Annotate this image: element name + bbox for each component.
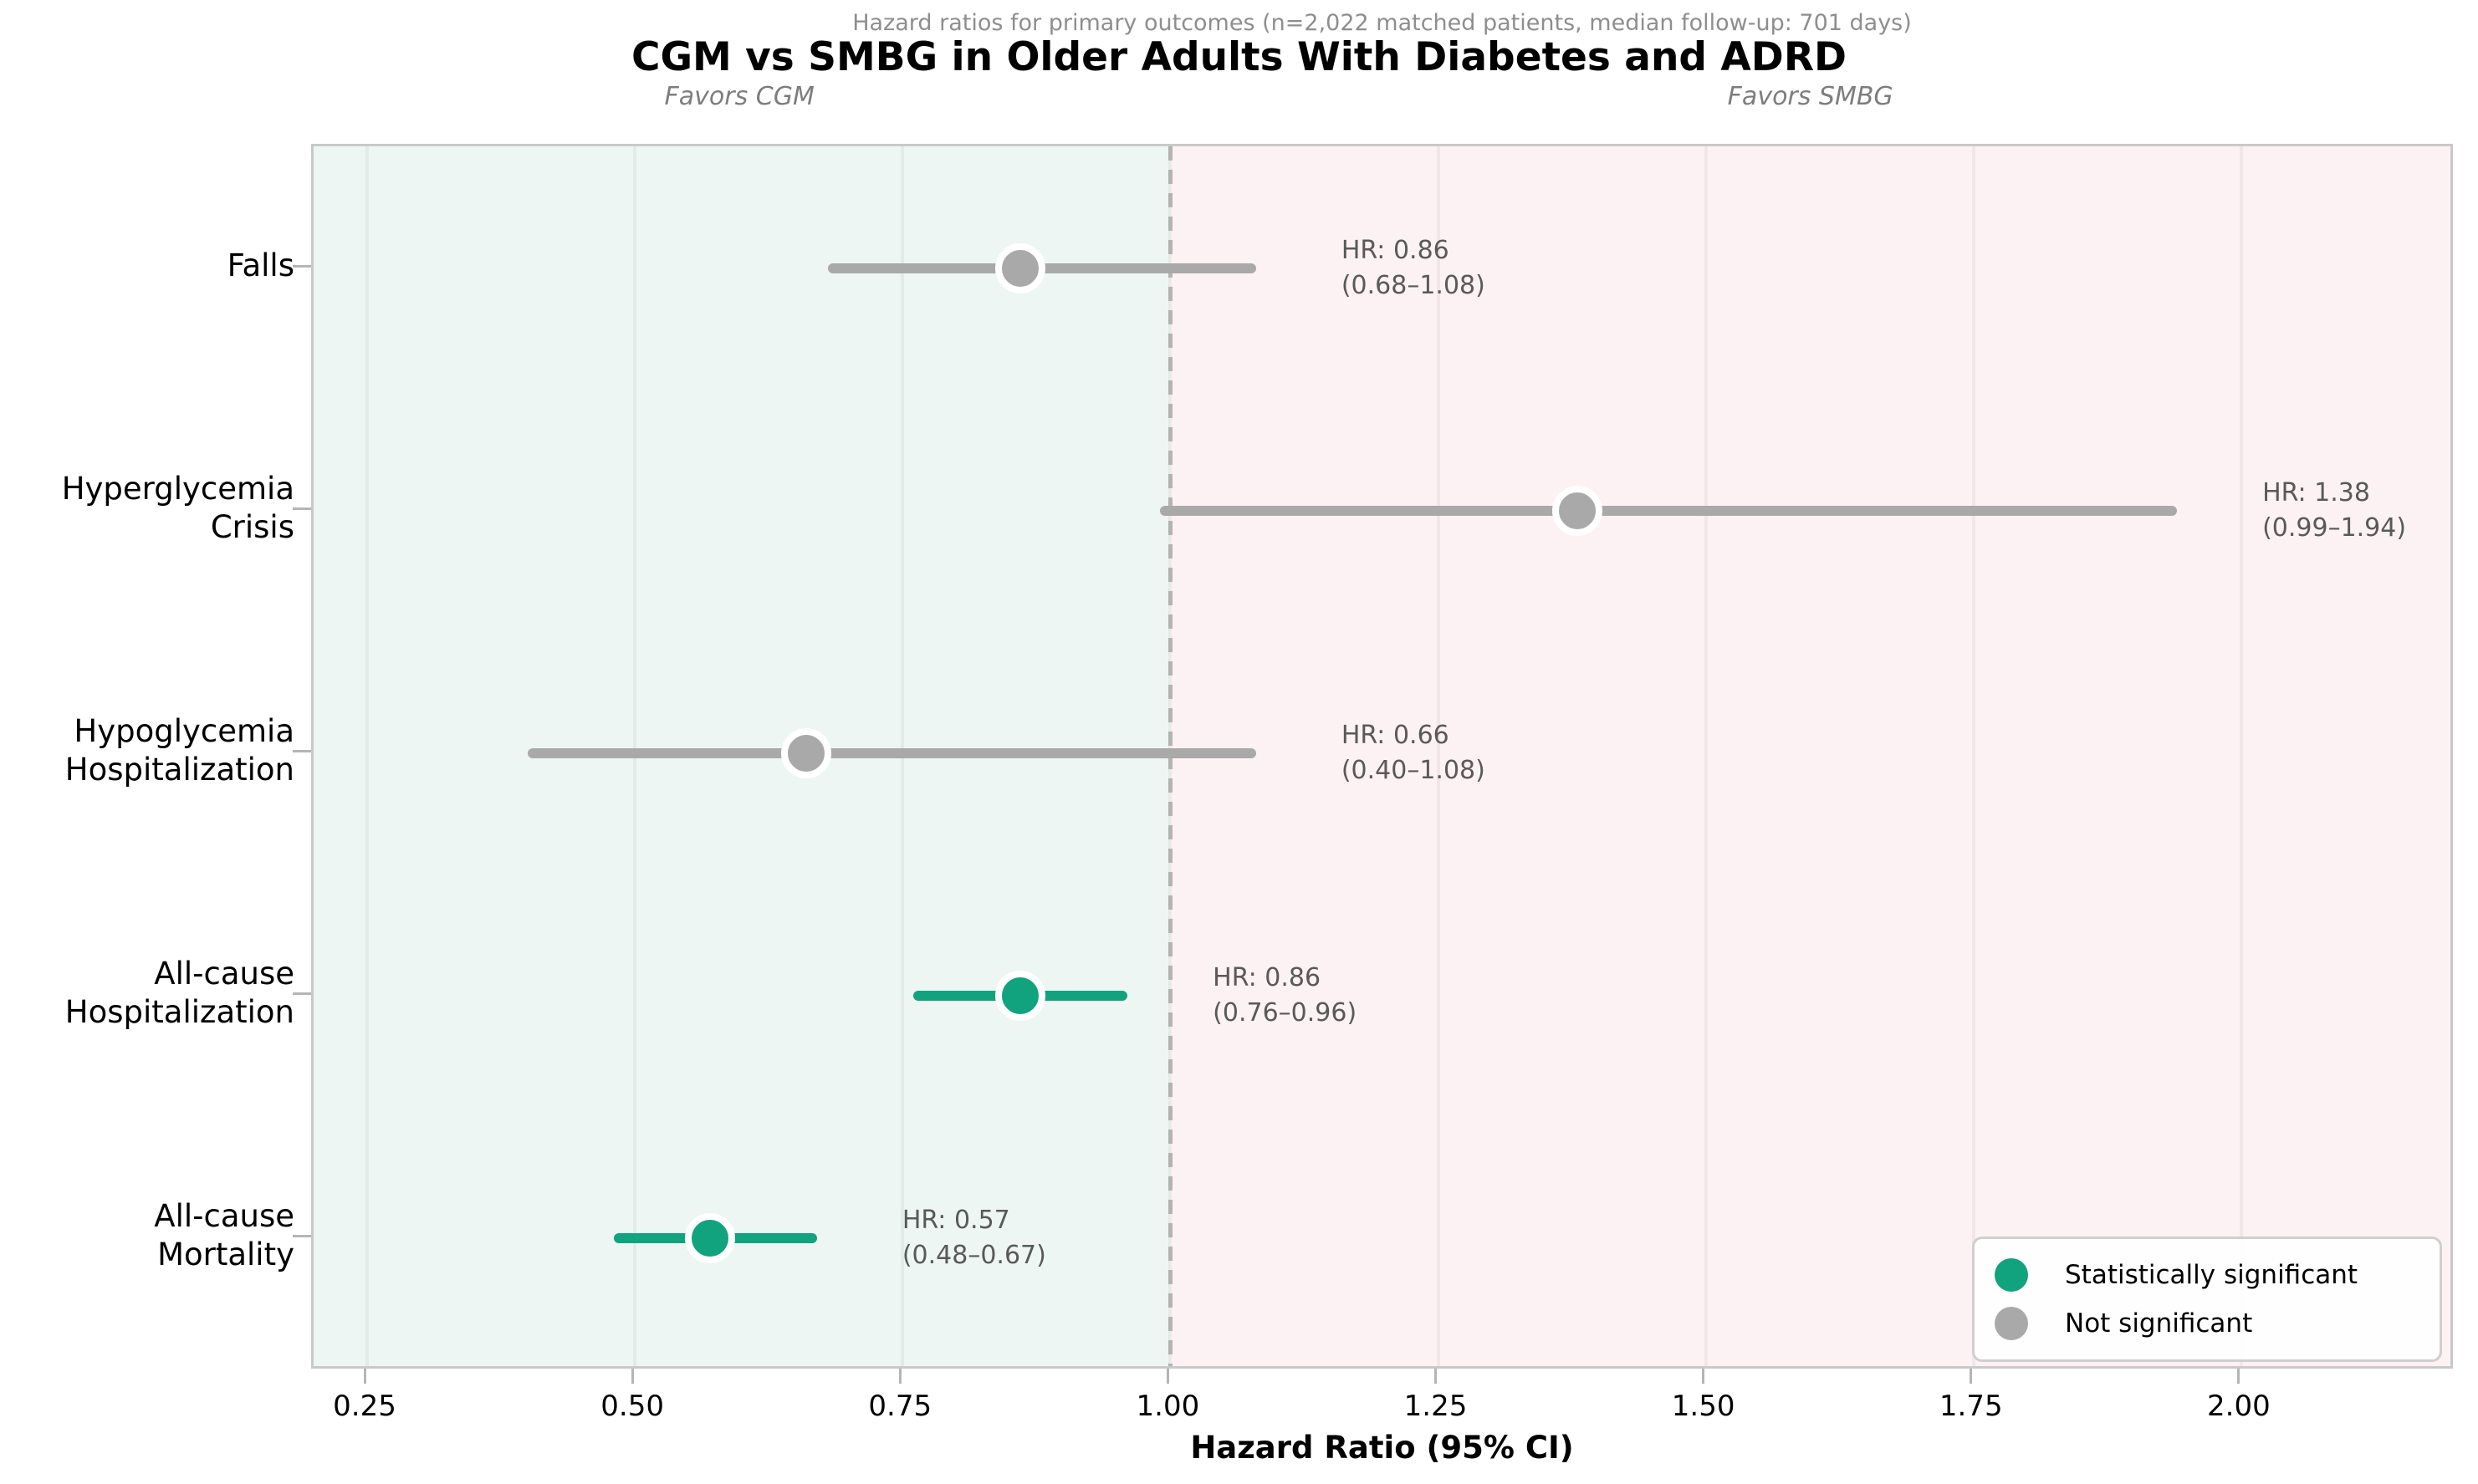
x-axis-label: Hazard Ratio (95% CI) [1190, 1430, 1574, 1466]
y-axis-category-label: Hypoglycemia Hospitalization [0, 712, 294, 789]
annotation-line: (0.40–1.08) [1341, 756, 1485, 785]
y-label-line: Hospitalization [64, 752, 294, 788]
gridline [2239, 146, 2243, 1366]
hr-marker [684, 1213, 735, 1263]
y-label-line: Hyperglycemia [61, 471, 294, 507]
annotation-line: (0.76–0.96) [1213, 998, 1357, 1028]
favors-smbg-label: Favors SMBG [1727, 82, 1893, 111]
legend: Statistically significant Not significan… [1972, 1237, 2442, 1362]
favors-cgm-label: Favors CGM [664, 82, 815, 111]
annotation-line: HR: 0.86 [1341, 236, 1449, 265]
x-tick-label: 1.50 [1671, 1390, 1735, 1423]
y-axis-category-label: All-cause Hospitalization [0, 955, 294, 1032]
y-tick [293, 507, 311, 510]
annotation-line: HR: 0.66 [1341, 721, 1449, 750]
y-label-line: Crisis [210, 509, 294, 545]
hr-marker [995, 971, 1046, 1021]
ci-line [528, 748, 1256, 758]
chart-title: CGM vs SMBG in Older Adults With Diabete… [631, 34, 1847, 80]
not-significant-dot-icon [1995, 1306, 2028, 1340]
y-tick [293, 992, 311, 995]
gridline [1436, 146, 1440, 1366]
hr-annotation: HR: 0.86 (0.76–0.96) [1213, 961, 1357, 1031]
x-tick [1970, 1369, 1973, 1384]
y-label-line: All-cause [154, 1198, 294, 1234]
y-label-line: Hypoglycemia [74, 713, 294, 749]
x-tick [1166, 1369, 1169, 1384]
x-tick-label: 1.75 [1939, 1390, 2003, 1423]
y-label-line: All-cause [154, 956, 294, 992]
annotation-line: (0.99–1.94) [2262, 513, 2407, 543]
chart-subtitle: Hazard ratios for primary outcomes (n=2,… [852, 10, 1912, 36]
hr-marker [995, 243, 1046, 293]
y-tick [293, 264, 311, 268]
gridline [1971, 146, 1975, 1366]
x-tick-label: 2.00 [2207, 1390, 2271, 1423]
x-tick [631, 1369, 634, 1384]
legend-entry-not-significant: Not significant [1995, 1306, 2419, 1340]
gridline [365, 146, 370, 1366]
y-tick [293, 1234, 311, 1237]
hr-annotation: HR: 1.38 (0.99–1.94) [2262, 476, 2406, 546]
annotation-line: (0.48–0.67) [902, 1241, 1046, 1270]
x-tick [1434, 1369, 1438, 1384]
x-tick [2237, 1369, 2240, 1384]
y-label-line: Mortality [157, 1237, 294, 1272]
x-tick [898, 1369, 902, 1384]
x-tick [1702, 1369, 1705, 1384]
x-tick-label: 0.25 [333, 1390, 396, 1423]
x-tick-label: 1.00 [1136, 1390, 1200, 1423]
x-tick [363, 1369, 366, 1384]
hr-marker [1551, 486, 1602, 536]
x-tick-label: 0.75 [868, 1390, 932, 1423]
legend-label: Not significant [2065, 1308, 2253, 1339]
hr-annotation: HR: 0.86 (0.68–1.08) [1341, 233, 1485, 303]
y-axis-category-label: Hyperglycemia Crisis [0, 470, 294, 547]
x-tick-label: 0.50 [600, 1390, 664, 1423]
legend-label: Statistically significant [2065, 1260, 2358, 1291]
plot-area: HR: 0.86 (0.68–1.08) HR: 1.38 (0.99–1.94) HR… [311, 144, 2453, 1369]
y-axis-category-label: All-cause Mortality [0, 1197, 294, 1274]
annotation-line: HR: 0.57 [902, 1206, 1010, 1235]
ci-line [1159, 506, 2178, 516]
significant-dot-icon [1995, 1258, 2028, 1293]
y-axis-category-label: Falls [0, 247, 294, 285]
annotation-line: HR: 0.86 [1213, 963, 1321, 992]
legend-entry-significant: Statistically significant [1995, 1258, 2419, 1293]
gridline [1704, 146, 1708, 1366]
annotation-line: (0.68–1.08) [1341, 271, 1485, 300]
hr-marker [781, 728, 832, 778]
hr-annotation: HR: 0.66 (0.40–1.08) [1341, 718, 1485, 788]
x-tick-label: 1.25 [1403, 1390, 1468, 1423]
y-label-line: Falls [227, 247, 294, 283]
y-tick [293, 749, 311, 752]
hr-annotation: HR: 0.57 (0.48–0.67) [902, 1203, 1046, 1273]
annotation-line: HR: 1.38 [2262, 478, 2370, 507]
y-label-line: Hospitalization [64, 994, 294, 1030]
